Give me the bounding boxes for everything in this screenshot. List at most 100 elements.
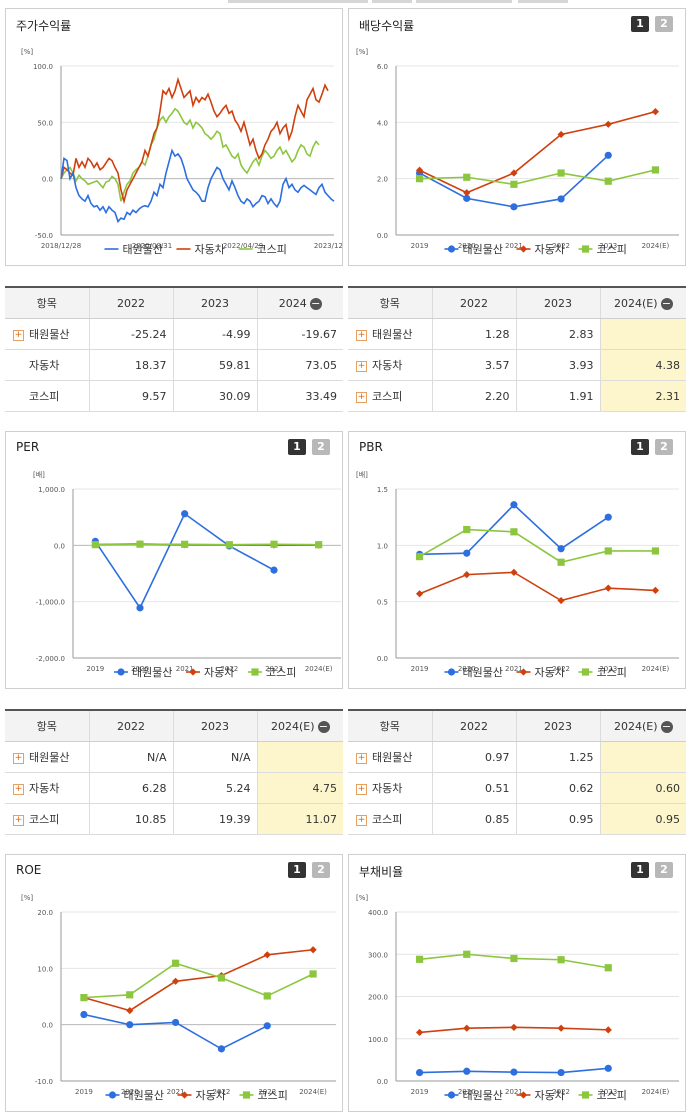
legend-label: 코스피 xyxy=(266,666,296,679)
expand-icon[interactable]: + xyxy=(356,329,367,341)
page-1-button[interactable]: 1 xyxy=(631,16,649,32)
data-point xyxy=(557,169,565,177)
unit-label: [%] xyxy=(356,48,368,56)
data-point xyxy=(263,1022,271,1030)
column-header: 2024(E) − xyxy=(257,709,343,742)
page-2-button[interactable]: 2 xyxy=(312,439,330,455)
row-name: 자동차 xyxy=(29,782,60,795)
expand-icon[interactable]: + xyxy=(356,814,367,826)
data-point xyxy=(463,549,471,557)
data-point xyxy=(309,970,317,978)
expand-icon[interactable]: + xyxy=(13,329,24,341)
top-tab-strip xyxy=(518,0,568,3)
panel-title: 부채비율 xyxy=(359,865,404,879)
value-cell xyxy=(600,741,686,773)
y-tick-label: 4.0 xyxy=(377,119,388,127)
expand-icon[interactable]: + xyxy=(356,783,367,795)
legend-label: 코스피 xyxy=(597,666,627,679)
column-header: 2022 xyxy=(432,709,517,742)
y-tick-label: 400.0 xyxy=(368,909,388,917)
page-2-button[interactable]: 2 xyxy=(655,862,673,878)
collapse-icon[interactable]: − xyxy=(660,296,673,310)
value-cell: 5.24 xyxy=(173,772,258,804)
row-name: 코스피 xyxy=(29,390,60,403)
legend-label: 태원물산 xyxy=(463,1089,503,1102)
value-cell: 1.28 xyxy=(432,318,517,350)
y-tick-label: 2.0 xyxy=(377,176,388,184)
x-tick-label: 2020 xyxy=(121,1088,139,1096)
legend: 태원물산 자동차 코스피 xyxy=(444,1089,627,1102)
legend-marker xyxy=(251,668,259,676)
panel-title: 배당수익률 xyxy=(359,19,415,33)
data-point xyxy=(510,568,518,576)
collapse-icon[interactable]: − xyxy=(309,296,322,310)
collapse-icon[interactable]: − xyxy=(317,719,330,733)
x-tick-label: 2024(E) xyxy=(642,1088,670,1096)
expand-icon[interactable]: + xyxy=(356,752,367,764)
column-header: 2024(E) − xyxy=(600,286,686,319)
x-tick-label: 2020 xyxy=(458,1088,476,1096)
data-point xyxy=(136,604,144,612)
legend-label: 자동차 xyxy=(535,243,565,256)
row-name-cell: + 자동차 xyxy=(5,772,90,804)
data-point xyxy=(604,177,612,185)
data-point xyxy=(463,525,471,534)
y-tick-label: -1,000.0 xyxy=(36,599,65,607)
page-1-button[interactable]: 1 xyxy=(631,862,649,878)
top-tab-strip xyxy=(372,0,412,3)
data-point xyxy=(415,1028,424,1037)
data-point xyxy=(510,528,518,536)
x-tick-label: 2022 xyxy=(552,665,570,673)
x-tick-label: 2023 xyxy=(599,1088,617,1096)
expand-icon[interactable]: + xyxy=(13,752,24,764)
x-tick-label: 2021 xyxy=(167,1088,185,1096)
row-name-cell: + 코스피 xyxy=(348,380,433,412)
y-tick-label: 0.0 xyxy=(54,542,65,550)
data-point xyxy=(557,195,565,203)
stock-return-chart: [%]100.0 50.0 0.0 -50.0 2018/12/28 2020/08/31… xyxy=(21,48,342,256)
collapse-icon[interactable]: − xyxy=(660,719,673,733)
panel-title: PER xyxy=(16,440,40,454)
page-1-button[interactable]: 1 xyxy=(288,862,306,878)
page-1-button[interactable]: 1 xyxy=(288,439,306,455)
legend-marker xyxy=(447,1091,456,1099)
data-point xyxy=(557,956,565,964)
expand-icon[interactable]: + xyxy=(13,783,24,795)
page-2-button[interactable]: 2 xyxy=(312,862,330,878)
data-point xyxy=(270,566,278,574)
per-panel: PER 1 2 [배] 1,000.0 0.0 -1,000.0 -2,000.0 201… xyxy=(5,431,343,689)
series-line xyxy=(83,948,314,1012)
expand-icon[interactable]: + xyxy=(356,360,367,372)
roe-chart: [%] 20.0 10.0 0.0 -10.0 2019 2020 2021 2022 2023 2… xyxy=(21,894,336,1102)
top-tab-strip xyxy=(228,0,368,3)
value-cell: -19.67 xyxy=(257,318,343,350)
data-point xyxy=(651,166,660,174)
per-table: 항목 2022 2023 2024(E) − + 태원물산 N/A N/A + 자동차 6.28 5.2… xyxy=(5,709,343,835)
value-cell xyxy=(600,318,686,350)
data-point xyxy=(171,959,180,967)
data-point xyxy=(415,955,424,963)
table-row: + 태원물산 -25.24 -4.99 -19.67 xyxy=(5,318,343,350)
expand-icon[interactable]: + xyxy=(356,391,367,403)
unit-label: [배] xyxy=(33,470,45,479)
data-point xyxy=(463,194,471,202)
expand-icon[interactable]: + xyxy=(13,814,24,826)
data-point xyxy=(80,1010,88,1019)
legend-label: 태원물산 xyxy=(463,666,503,679)
x-tick-label: 2019 xyxy=(411,1088,429,1096)
data-point xyxy=(557,1024,565,1032)
series-line xyxy=(419,169,656,186)
legend-label: 자동차 xyxy=(196,1089,226,1102)
page-2-button[interactable]: 2 xyxy=(655,16,673,32)
column-header-label: 2023 xyxy=(544,719,572,733)
page-2-button[interactable]: 2 xyxy=(655,439,673,455)
page-1-button[interactable]: 1 xyxy=(631,439,649,455)
value-cell: 0.51 xyxy=(432,772,517,804)
x-tick-label: 2024(E) xyxy=(642,665,670,673)
column-header: 2022 xyxy=(89,709,174,742)
row-name-cell: + 태원물산 xyxy=(5,318,90,350)
x-tick-label: 2024(E) xyxy=(642,242,670,250)
data-point xyxy=(604,547,612,555)
series-line xyxy=(60,107,320,202)
row-name-cell: 코스피 xyxy=(5,380,90,412)
